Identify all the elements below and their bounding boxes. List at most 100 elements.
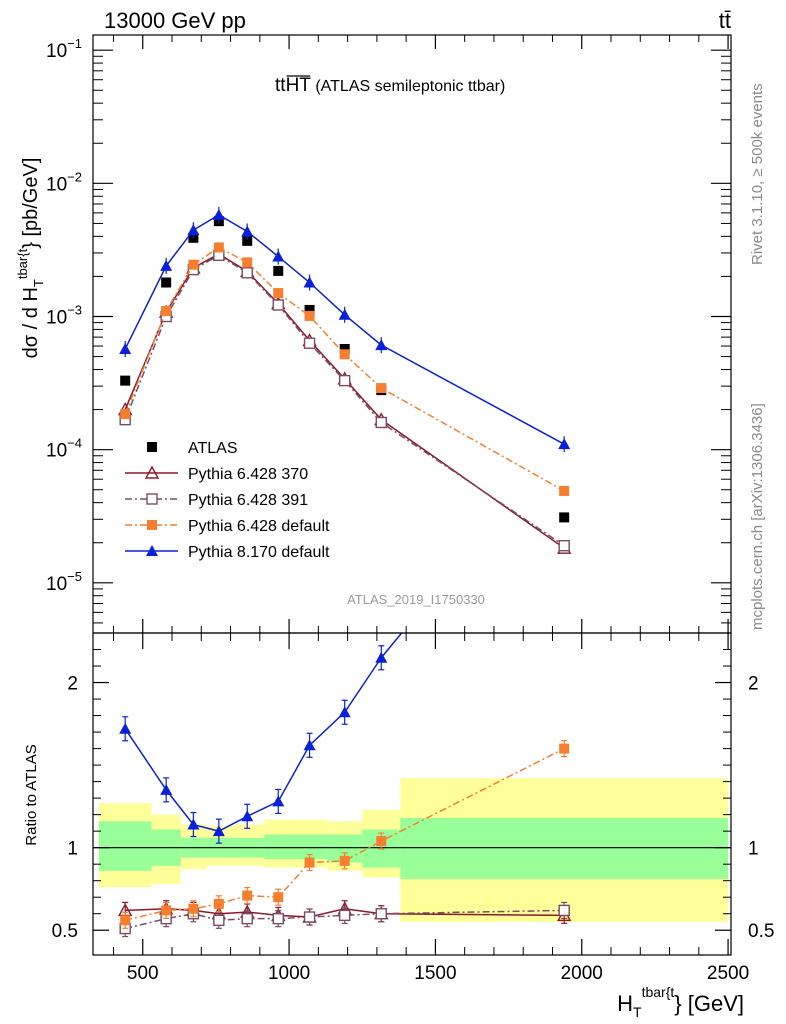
data-point <box>559 512 570 523</box>
data-point <box>188 259 199 270</box>
uncertainty-band-inner <box>400 817 729 880</box>
main-y-tick-label: 10−3 <box>46 303 82 329</box>
data-point <box>303 337 316 349</box>
legend-entry-pythia-6-428-391: Pythia 6.428 391 <box>125 492 308 509</box>
data-point <box>119 343 132 355</box>
x-tick-label: 2500 <box>707 963 749 984</box>
main-y-tick-exponent: −5 <box>67 569 82 584</box>
legend-label: Pythia 6.428 default <box>188 518 330 535</box>
ratio-point <box>212 825 225 837</box>
ratio-point <box>187 818 200 830</box>
data-point <box>241 225 254 237</box>
uncertainty-band-inner <box>98 821 152 871</box>
main-y-tick-exponent: −2 <box>67 169 82 184</box>
ratio-point <box>272 912 284 925</box>
x-tick-label: 2000 <box>561 963 603 984</box>
analysis-tag: ATLAS_2019_I1750330 <box>347 592 485 607</box>
plot-title-overline: HT <box>286 75 312 96</box>
ratio-y-tick-label-right: 2 <box>748 674 759 695</box>
ratio-frame <box>92 632 732 956</box>
legend-label: Pythia 6.428 370 <box>188 466 308 483</box>
ratio-point <box>241 810 254 822</box>
data-point <box>338 308 351 320</box>
ratio-point <box>375 908 387 920</box>
main-y-tick-label: 10−4 <box>46 436 82 462</box>
ratio-panel: 0.5 0.51 12 2500 1000 1500 2000 2500 Ratio to A… <box>23 632 774 1020</box>
data-point <box>272 299 284 311</box>
ratio-y-tick-label: 0.5 <box>52 921 78 942</box>
data-point <box>304 310 315 321</box>
data-point <box>273 265 284 276</box>
ratio-point <box>213 898 224 909</box>
x-tick-label: 1000 <box>268 963 310 984</box>
main-y-tick-exponent: −4 <box>67 436 82 451</box>
ratio-y-tick-label: 1 <box>67 839 78 860</box>
data-point <box>241 267 253 279</box>
data-point <box>376 383 387 394</box>
legend-marker <box>147 520 157 530</box>
data-point <box>303 276 316 288</box>
ratio-point <box>273 892 284 903</box>
legend-label: Pythia 8.170 default <box>188 544 330 561</box>
main-y-tick-exponent: −3 <box>67 303 82 318</box>
ratio-point <box>242 890 253 901</box>
data-point <box>212 208 225 220</box>
data-point <box>339 349 350 360</box>
legend-label: ATLAS <box>188 440 238 457</box>
data-point <box>558 438 571 450</box>
series-pythia-8-170-default <box>119 206 571 453</box>
data-point <box>339 344 350 355</box>
ratio-point <box>188 903 199 914</box>
ratio-y-axis-label: Ratio to ATLAS <box>23 744 40 845</box>
ratio-point <box>339 855 350 866</box>
data-point <box>120 409 131 420</box>
data-point <box>338 374 351 387</box>
plot-title: ttHT (ATLAS semileptonic ttbar) <box>275 75 505 96</box>
ratio-line <box>125 909 565 930</box>
series-pythia-6-428-391 <box>119 249 570 552</box>
ratio-point <box>160 783 173 795</box>
data-point <box>242 235 253 246</box>
data-point <box>160 259 173 271</box>
legend-marker <box>146 545 158 556</box>
legend-entry-pythia-6-428-default: Pythia 6.428 default <box>125 518 330 535</box>
ratio-point <box>213 914 225 927</box>
series-pythia-6-428-370 <box>118 246 572 554</box>
main-y-tick-label: 10−1 <box>46 36 82 62</box>
legend-entry-atlas: ATLAS <box>147 440 238 457</box>
ratio-y-tick-label: 2 <box>67 674 78 695</box>
ratio-point <box>161 905 172 916</box>
ratio-series-pythia-6-428-default <box>120 739 570 929</box>
ratio-line <box>125 747 565 922</box>
ratio-series-pythia-8-170-default <box>119 633 403 844</box>
ratio-y-tick-label-right: 1 <box>748 839 759 860</box>
ratio-point <box>375 651 388 663</box>
ratio-point <box>303 911 316 923</box>
ratio-point <box>376 836 387 847</box>
legend-label: Pythia 6.428 391 <box>188 492 308 509</box>
data-point <box>161 277 172 288</box>
data-point <box>375 339 388 351</box>
main-y-tick-exponent: −1 <box>67 36 82 51</box>
ratio-point <box>304 857 315 868</box>
main-panel: 10−1 10−2 10−3 10−4 10−5 ttHT (ATLAS semilep… <box>15 34 732 634</box>
data-point <box>273 288 284 299</box>
main-y-tick-label: 10−2 <box>46 169 82 195</box>
x-axis-label: HTtbar{t} [GeV] <box>617 984 744 1020</box>
rivet-version-label: Rivet 3.1.10, ≥ 500k events <box>749 83 766 265</box>
legend-marker <box>147 442 157 452</box>
data-point <box>375 416 387 429</box>
process-label: tt̄ <box>719 8 731 33</box>
ratio-point <box>558 904 570 917</box>
data-point <box>161 305 172 316</box>
ratio-point <box>559 743 570 754</box>
series-line <box>124 246 565 492</box>
ratio-point <box>241 912 253 925</box>
data-point <box>120 375 131 386</box>
ratio-y-tick-label-right: 0.5 <box>748 921 774 942</box>
data-point <box>187 224 200 236</box>
ratio-point <box>119 722 132 734</box>
data-point <box>304 304 315 315</box>
x-tick-label: 500 <box>127 963 159 984</box>
